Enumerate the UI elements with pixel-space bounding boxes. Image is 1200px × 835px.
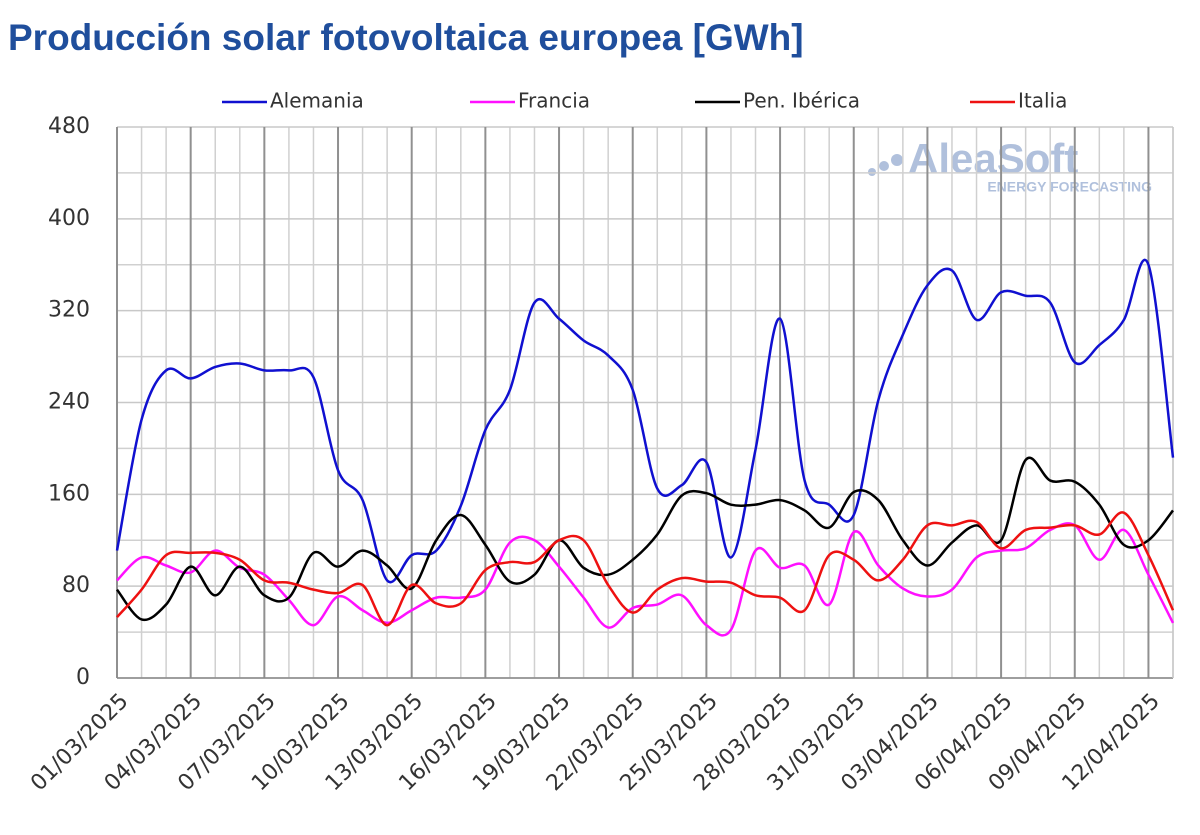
y-tick-label: 240 [48,390,90,415]
series-line [116,522,1175,637]
legend-label: Italia [1018,89,1067,113]
y-tick-label: 480 [48,114,90,139]
watermark-dot [868,168,876,176]
y-tick-label: 0 [76,665,90,690]
y-tick-label: 320 [48,298,90,323]
watermark-dot [879,161,889,171]
legend-label: Francia [518,89,590,113]
y-tick-label: 160 [48,481,90,506]
series-line [116,511,1175,627]
watermark-brand: AleaSoft [908,135,1078,182]
chart-title: Producción solar fotovoltaica europea [G… [8,17,804,58]
watermark-tagline: ENERGY FORECASTING [987,179,1152,195]
y-tick-label: 400 [48,206,90,231]
legend-label: Alemania [270,89,364,113]
watermark: AleaSoft ENERGY FORECASTING [868,135,1152,195]
y-tick-label: 80 [62,573,90,598]
series-line [115,258,1175,584]
legend-label: Pen. Ibérica [743,89,860,113]
series-line [116,456,1174,622]
watermark-dot [891,154,903,166]
